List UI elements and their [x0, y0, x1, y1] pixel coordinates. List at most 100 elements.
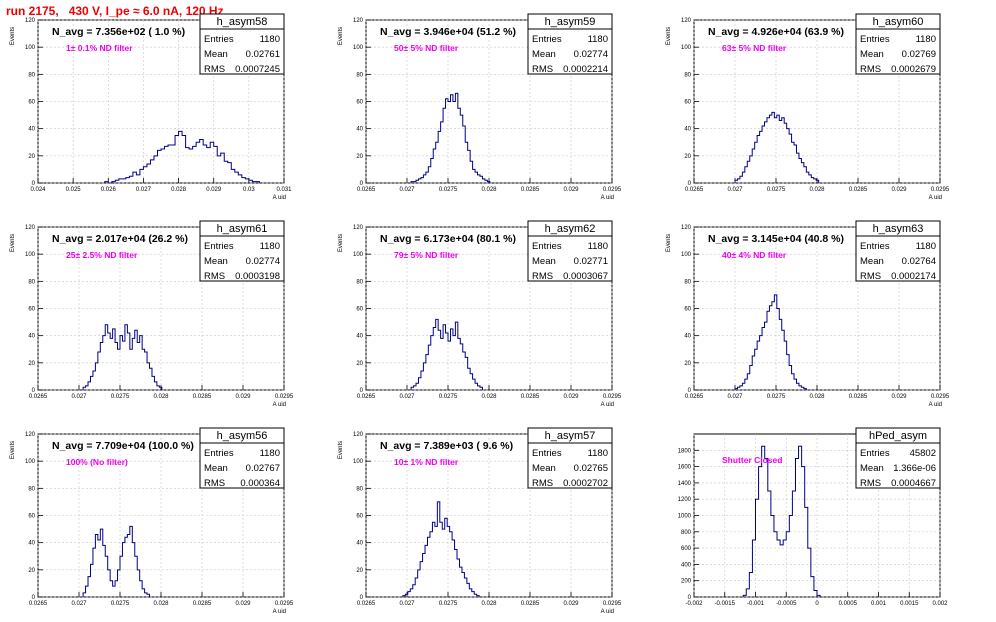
x-tick-label: 0.028	[481, 394, 497, 400]
y-tick-label: 60	[356, 307, 363, 313]
x-tick-label: 0.028	[481, 187, 497, 193]
y-tick-label: 40	[356, 334, 363, 340]
stats-label: Entries	[860, 241, 890, 252]
y-tick-label: 80	[356, 279, 363, 285]
x-tick-label: 0.028	[809, 394, 825, 400]
stats-label: Entries	[860, 448, 890, 459]
stats-value: 0.0003198	[235, 271, 280, 282]
y-tick-label: 100	[25, 459, 36, 465]
stats-box	[855, 427, 941, 489]
stats-box	[199, 427, 285, 489]
stats-box	[855, 220, 941, 282]
y-tick-label: 0	[360, 595, 364, 601]
y-tick-label: 20	[356, 154, 363, 160]
histogram-series	[104, 130, 260, 184]
filter-annotation: 1± 0.1% ND filter	[66, 43, 133, 53]
x-tick-label: -0.001	[747, 601, 765, 607]
y-tick-label: 40	[28, 127, 35, 133]
x-tick-label: 0.027	[727, 394, 743, 400]
y-tick-label: 20	[684, 154, 691, 160]
x-axis-title: A uid	[601, 609, 614, 615]
y-tick-label: 1000	[678, 514, 692, 520]
stats-label: Entries	[532, 448, 562, 459]
stats-title: h_asym57	[545, 430, 596, 442]
y-tick-label: 120	[353, 18, 364, 24]
y-tick-label: 1800	[678, 448, 692, 454]
y-tick-label: 100	[353, 459, 364, 465]
histogram-series	[742, 445, 821, 597]
y-tick-label: 1400	[678, 481, 692, 487]
stats-label: Mean	[532, 256, 556, 267]
y-tick-label: 60	[356, 100, 363, 106]
x-tick-label: 0.0265	[29, 601, 48, 607]
y-tick-label: 120	[681, 18, 692, 24]
y-tick-label: 120	[25, 18, 36, 24]
n-avg-label: N_avg = 7.356e+02 ( 1.0 %)	[52, 26, 185, 38]
stats-label: RMS	[860, 478, 881, 489]
filter-annotation: 100% (No filter)	[66, 457, 128, 467]
stats-label: Mean	[860, 256, 884, 267]
stats-value: 0.0003067	[563, 271, 608, 282]
y-tick-label: 120	[681, 225, 692, 231]
stats-label: Entries	[204, 34, 234, 45]
x-tick-label: 0.027	[399, 601, 415, 607]
y-tick-label: 600	[681, 546, 692, 552]
y-tick-label: 120	[353, 225, 364, 231]
x-tick-label: 0.0295	[275, 601, 294, 607]
x-tick-label: 0.0015	[900, 601, 919, 607]
y-tick-label: 0	[688, 181, 692, 187]
y-tick-label: 0	[360, 388, 364, 394]
stats-value: 0.0002174	[891, 271, 936, 282]
n-avg-label: N_avg = 3.145e+04 (40.8 %)	[708, 233, 844, 245]
stats-label: RMS	[532, 271, 553, 282]
stats-value: 1180	[260, 34, 280, 45]
stats-box	[527, 13, 613, 75]
stats-box	[527, 220, 613, 282]
y-tick-label: 120	[25, 432, 36, 438]
x-tick-label: 0	[815, 601, 819, 607]
y-tick-label: 40	[684, 127, 691, 133]
stats-value: 1180	[588, 448, 608, 459]
y-axis-title: Events	[666, 234, 672, 252]
filter-annotation: 10± 1% ND filter	[394, 457, 459, 467]
stats-label: Entries	[204, 448, 234, 459]
stats-label: RMS	[204, 478, 225, 489]
x-tick-label: 0.029	[891, 394, 907, 400]
y-tick-label: 80	[28, 72, 35, 78]
x-tick-label: 0.0265	[357, 187, 376, 193]
stats-value: 0.02774	[246, 256, 280, 267]
stats-value: 0.0002679	[891, 64, 936, 75]
y-tick-label: 0	[688, 595, 692, 601]
stats-value: 45802	[910, 448, 936, 459]
filter-annotation: Shutter Closed	[722, 455, 782, 465]
y-tick-label: 40	[684, 334, 691, 340]
x-tick-label: 0.0265	[685, 394, 704, 400]
stats-value: 0.02765	[574, 463, 608, 474]
stats-title: h_asym59	[545, 16, 596, 28]
x-tick-label: 0.027	[727, 187, 743, 193]
x-tick-label: 0.0265	[357, 394, 376, 400]
x-axis-title: A uid	[601, 402, 614, 408]
y-tick-label: 0	[32, 181, 36, 187]
stats-label: Mean	[860, 463, 884, 474]
y-tick-label: 0	[32, 388, 36, 394]
x-tick-label: 0.029	[563, 394, 579, 400]
x-tick-label: 0.0295	[931, 394, 950, 400]
stats-label: RMS	[532, 64, 553, 75]
filter-annotation: 79± 5% ND filter	[394, 250, 459, 260]
stats-value: 1180	[260, 241, 280, 252]
x-tick-label: 0.029	[891, 187, 907, 193]
y-axis-title: Events	[338, 234, 344, 252]
histogram-series	[82, 324, 163, 390]
x-tick-label: 0.0275	[439, 187, 458, 193]
y-tick-label: 0	[688, 388, 692, 394]
x-tick-label: 0.029	[235, 601, 251, 607]
n-avg-label: N_avg = 6.173e+04 (80.1 %)	[380, 233, 516, 245]
y-tick-label: 400	[681, 562, 692, 568]
stats-value: 0.000364	[240, 478, 280, 489]
y-tick-label: 20	[28, 154, 35, 160]
stats-value: 0.0002702	[563, 478, 608, 489]
y-axis-title: Events	[10, 234, 16, 252]
x-tick-label: 0.0295	[275, 394, 294, 400]
